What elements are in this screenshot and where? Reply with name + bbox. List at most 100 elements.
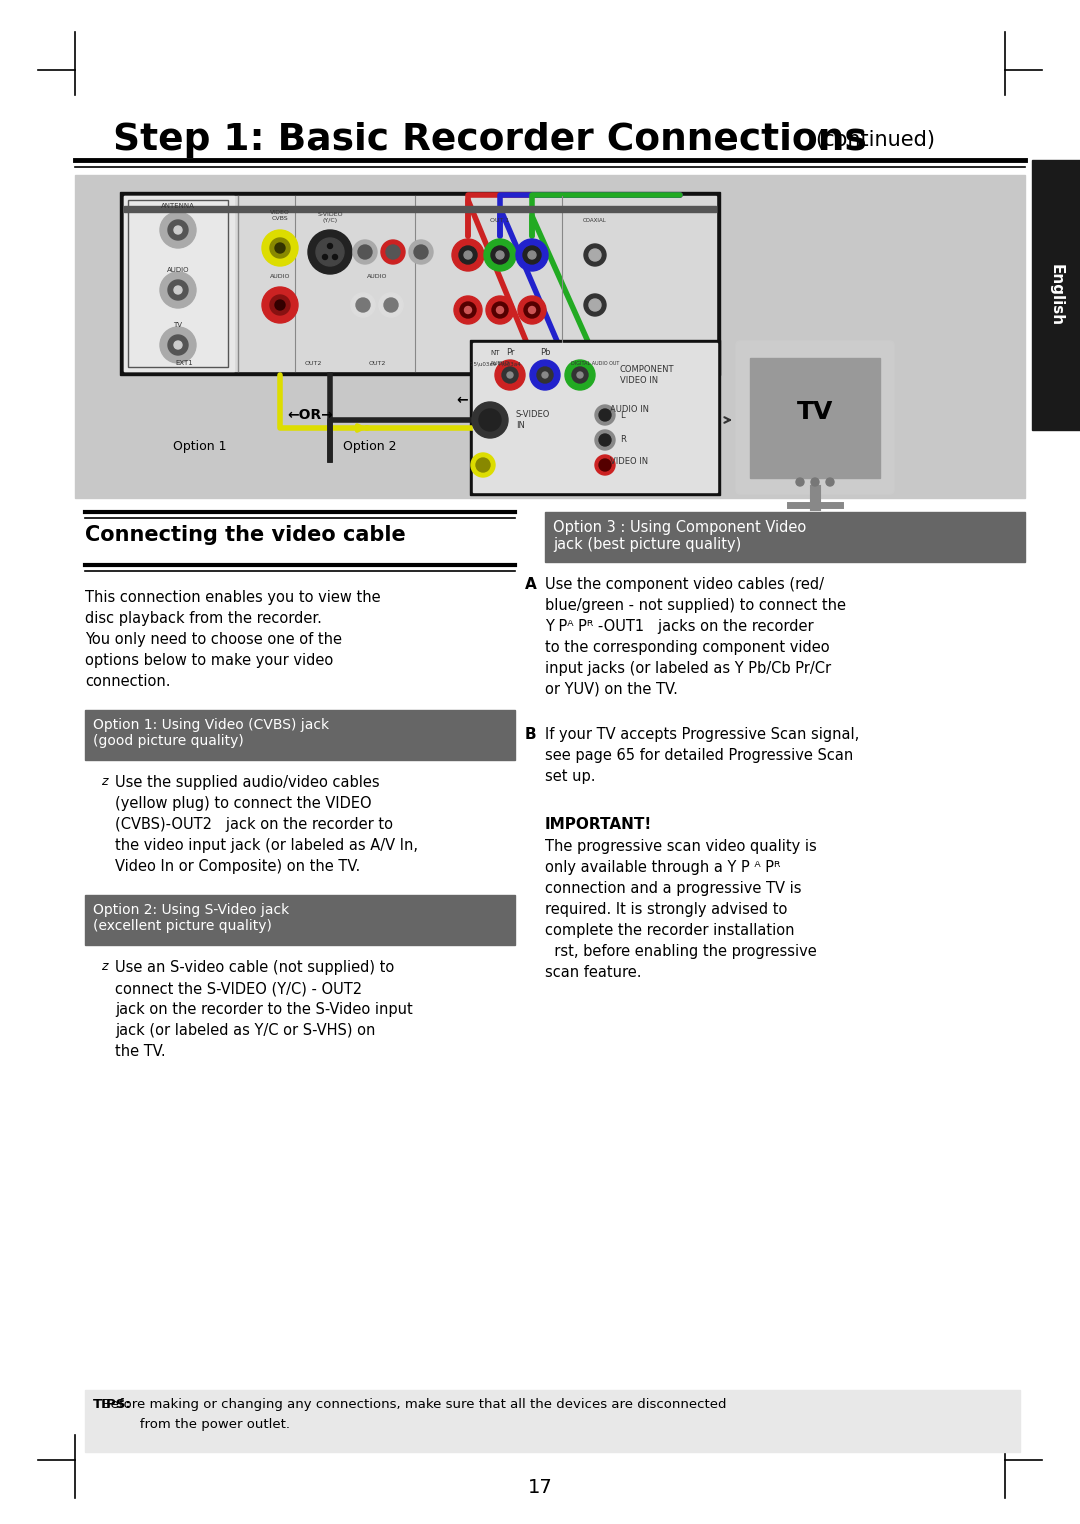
Circle shape bbox=[542, 372, 548, 378]
Text: the video input jack (or labeled as A/V In,: the video input jack (or labeled as A/V … bbox=[114, 838, 418, 853]
Circle shape bbox=[414, 245, 428, 259]
Text: L: L bbox=[620, 410, 624, 419]
Circle shape bbox=[460, 302, 476, 319]
Text: A: A bbox=[525, 578, 537, 591]
Text: B: B bbox=[525, 727, 537, 742]
Text: only available through a Y P ᴬ Pᴿ: only available through a Y P ᴬ Pᴿ bbox=[545, 860, 781, 875]
Circle shape bbox=[528, 306, 536, 314]
Circle shape bbox=[584, 294, 606, 315]
Circle shape bbox=[160, 212, 195, 248]
Text: see page 65 for detailed Progressive Scan: see page 65 for detailed Progressive Sca… bbox=[545, 748, 853, 764]
Text: Pb: Pb bbox=[540, 347, 550, 357]
Text: scan feature.: scan feature. bbox=[545, 965, 642, 980]
Circle shape bbox=[384, 299, 399, 312]
Circle shape bbox=[565, 360, 595, 390]
Circle shape bbox=[599, 459, 611, 471]
Circle shape bbox=[464, 306, 472, 314]
Text: S-VIDEO
(Y/C): S-VIDEO (Y/C) bbox=[318, 212, 342, 223]
Circle shape bbox=[308, 230, 352, 274]
Circle shape bbox=[464, 251, 472, 259]
Circle shape bbox=[595, 405, 615, 425]
Text: OUT2: OUT2 bbox=[305, 361, 322, 366]
Bar bbox=[473, 343, 717, 492]
Circle shape bbox=[262, 230, 298, 267]
Text: to the corresponding component video: to the corresponding component video bbox=[545, 640, 829, 655]
Circle shape bbox=[537, 367, 553, 383]
Bar bbox=[85, 895, 515, 945]
Text: Y Pᴬ Pᴿ -OUT1   jacks on the recorder: Y Pᴬ Pᴿ -OUT1 jacks on the recorder bbox=[545, 619, 813, 634]
Text: AUDIO IN: AUDIO IN bbox=[610, 405, 649, 415]
Circle shape bbox=[476, 459, 490, 472]
Bar bbox=[750, 358, 880, 479]
Circle shape bbox=[270, 238, 291, 258]
Circle shape bbox=[528, 251, 536, 259]
Circle shape bbox=[480, 408, 501, 431]
Circle shape bbox=[577, 372, 583, 378]
Circle shape bbox=[584, 244, 606, 267]
Circle shape bbox=[492, 302, 508, 319]
Circle shape bbox=[599, 434, 611, 447]
Text: AUDIO: AUDIO bbox=[489, 361, 510, 366]
Text: (continued): (continued) bbox=[815, 130, 935, 149]
Circle shape bbox=[524, 302, 540, 319]
Circle shape bbox=[497, 306, 503, 314]
Circle shape bbox=[518, 296, 546, 325]
Circle shape bbox=[484, 239, 516, 271]
Text: This connection enables you to view the: This connection enables you to view the bbox=[85, 590, 380, 605]
Bar bbox=[75, 175, 1025, 498]
Text: EXT1: EXT1 bbox=[175, 360, 193, 366]
Circle shape bbox=[262, 287, 298, 323]
Text: ←  OR  →: ← OR → bbox=[457, 393, 523, 407]
Circle shape bbox=[333, 255, 337, 259]
Text: AUDIO: AUDIO bbox=[367, 274, 388, 279]
Text: NT: NT bbox=[490, 351, 500, 357]
Circle shape bbox=[357, 245, 372, 259]
Text: rst, before enabling the progressive: rst, before enabling the progressive bbox=[545, 943, 816, 959]
Circle shape bbox=[327, 244, 333, 248]
Circle shape bbox=[356, 299, 370, 312]
Text: AUDIO: AUDIO bbox=[166, 267, 189, 273]
Bar bbox=[120, 192, 720, 375]
Text: options below to make your video: options below to make your video bbox=[85, 652, 334, 668]
Text: jack (or labeled as Y/C or S-VHS) on: jack (or labeled as Y/C or S-VHS) on bbox=[114, 1023, 376, 1038]
Text: VIDEO IN: VIDEO IN bbox=[610, 457, 648, 466]
Circle shape bbox=[595, 456, 615, 475]
Text: ANTENNA: ANTENNA bbox=[161, 203, 194, 209]
Circle shape bbox=[174, 287, 183, 294]
Text: IMPORTANT!: IMPORTANT! bbox=[545, 817, 652, 832]
Bar bbox=[124, 206, 716, 212]
Text: R: R bbox=[620, 436, 626, 445]
Text: connection and a progressive TV is: connection and a progressive TV is bbox=[545, 881, 801, 896]
Text: Option 1: Using Video (CVBS) jack
(good picture quality): Option 1: Using Video (CVBS) jack (good … bbox=[93, 718, 329, 748]
FancyBboxPatch shape bbox=[735, 341, 894, 494]
Circle shape bbox=[471, 453, 495, 477]
Circle shape bbox=[530, 360, 561, 390]
Bar bbox=[470, 340, 720, 495]
Circle shape bbox=[472, 402, 508, 437]
Text: COAXIAL: COAXIAL bbox=[583, 218, 607, 223]
Circle shape bbox=[496, 251, 504, 259]
Circle shape bbox=[523, 245, 541, 264]
Circle shape bbox=[168, 280, 188, 300]
Text: complete the recorder installation: complete the recorder installation bbox=[545, 924, 795, 937]
Text: set up.: set up. bbox=[545, 770, 595, 783]
Circle shape bbox=[589, 248, 600, 261]
Circle shape bbox=[323, 255, 327, 259]
Circle shape bbox=[270, 296, 291, 315]
Text: required. It is strongly advised to: required. It is strongly advised to bbox=[545, 902, 787, 917]
Text: Pr: Pr bbox=[505, 347, 514, 357]
Text: Option 3: Option 3 bbox=[583, 415, 637, 428]
Circle shape bbox=[351, 293, 375, 317]
Circle shape bbox=[599, 408, 611, 421]
Circle shape bbox=[516, 239, 548, 271]
Text: You only need to choose one of the: You only need to choose one of the bbox=[85, 632, 342, 648]
Text: Use the component video cables (red/: Use the component video cables (red/ bbox=[545, 578, 824, 591]
Circle shape bbox=[174, 341, 183, 349]
Text: (CVBS)-OUT2   jack on the recorder to: (CVBS)-OUT2 jack on the recorder to bbox=[114, 817, 393, 832]
Text: Option 2: Option 2 bbox=[343, 440, 396, 453]
Text: (yellow plug) to connect the VIDEO: (yellow plug) to connect the VIDEO bbox=[114, 796, 372, 811]
Text: or YUV) on the TV.: or YUV) on the TV. bbox=[545, 683, 678, 696]
Circle shape bbox=[160, 271, 195, 308]
Text: S-VIDEO
IN: S-VIDEO IN bbox=[516, 410, 551, 430]
Circle shape bbox=[495, 360, 525, 390]
